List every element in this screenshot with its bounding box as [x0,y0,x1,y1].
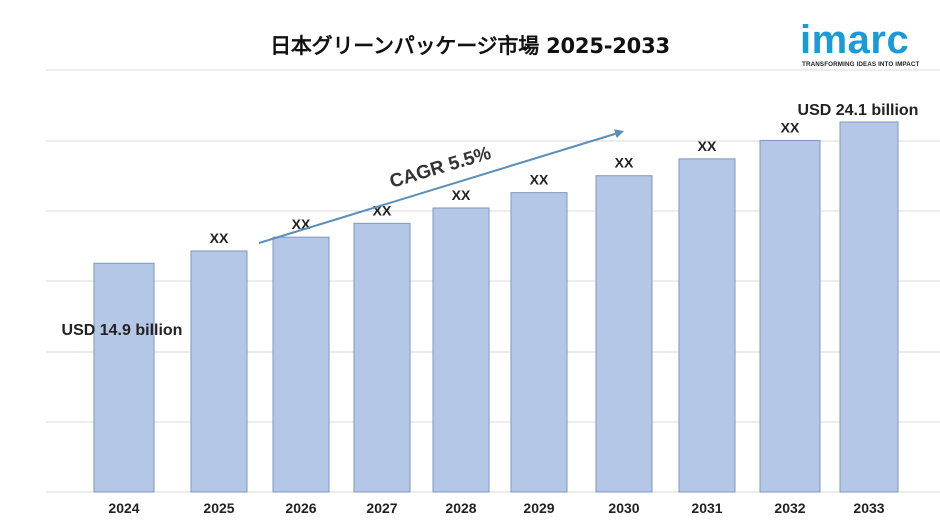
x-tick-label: 2030 [608,500,639,516]
data-label: XX [210,230,229,246]
x-tick-label: 2026 [285,500,316,516]
data-label: XX [452,187,471,203]
data-label: USD 14.9 billion [62,322,183,339]
x-tick-label: 2029 [523,500,554,516]
bar [839,121,899,493]
data-label: XX [698,138,717,154]
x-tick-label: 2028 [445,500,476,516]
x-tick-label: 2033 [853,500,884,516]
data-label: XX [781,119,800,135]
bar [678,158,736,493]
cagr-annotation: CAGR 5.5% [387,143,493,193]
cagr-arrow-head [614,129,624,138]
x-tick-label: 2025 [203,500,234,516]
cagr-arrow-line [258,132,619,244]
x-tick-label: 2024 [108,500,139,516]
imarc-logo: imarc TRANSFORMING IDEAS INTO IMPACT [800,14,928,74]
x-tick-label: 2032 [774,500,805,516]
logo-tagline: TRANSFORMING IDEAS INTO IMPACT [802,61,920,68]
bar [353,222,411,493]
bar [272,236,330,493]
x-tick-label: 2027 [366,500,397,516]
bar [510,192,568,493]
bar [595,175,653,493]
data-label: XX [615,155,634,171]
logo-wordmark: imarc [800,18,910,62]
bar [432,207,490,493]
x-tick-label: 2031 [691,500,722,516]
data-label: XX [530,172,549,188]
data-label: USD 24.1 billion [798,102,919,119]
bar [190,250,248,493]
chart-title: 日本グリーンパッケージ市場 2025-2033 [270,34,670,58]
bar [93,262,155,493]
bar [759,139,821,493]
